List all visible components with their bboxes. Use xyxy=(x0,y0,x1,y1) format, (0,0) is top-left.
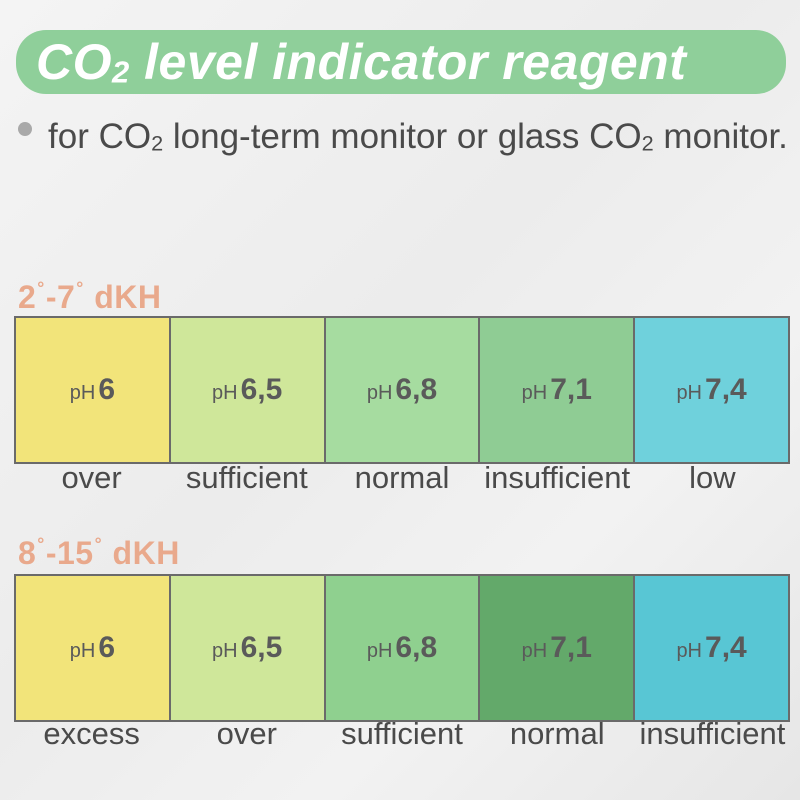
ph-swatch: pH 7,4 xyxy=(635,318,788,462)
status-label: insufficient xyxy=(639,716,786,751)
bullet-icon xyxy=(18,122,32,136)
status-label: sufficient xyxy=(341,716,463,751)
range-label-2-7-dkh: 2°-7° dKH xyxy=(18,278,162,316)
status-label: excess xyxy=(43,716,140,751)
status-label: over xyxy=(216,716,277,751)
status-label: insufficient xyxy=(484,460,631,495)
ph-swatch: pH 6,8 xyxy=(325,576,481,720)
color-chart-8-15-dkh: pH 6 pH 6,5 pH 6,8 pH 7,1 pH 7,4 xyxy=(14,574,790,722)
status-label: normal xyxy=(509,716,605,751)
ph-swatch: pH 7,1 xyxy=(480,318,636,462)
ph-swatch: pH 6,5 xyxy=(170,576,326,720)
color-chart-2-7-dkh: pH 6 pH 6,5 pH 6,8 pH 7,1 pH 7,4 xyxy=(14,316,790,464)
status-label: over xyxy=(61,460,122,495)
title-banner xyxy=(16,30,786,94)
ph-swatch: pH 6 xyxy=(16,318,171,462)
ph-swatch: pH 6,8 xyxy=(325,318,481,462)
ph-swatch: pH 6,5 xyxy=(170,318,326,462)
status-labels-8-15-dkh: excess over sufficient normal insufficie… xyxy=(14,716,790,752)
range-label-8-15-dkh: 8°-15° dKH xyxy=(18,534,180,572)
description-text: for CO2 long-term monitor or glass CO2 m… xyxy=(48,117,788,156)
status-labels-2-7-dkh: over sufficient normal insufficient low xyxy=(14,460,790,496)
ph-swatch: pH 7,4 xyxy=(635,576,788,720)
status-label: normal xyxy=(354,460,450,495)
ph-swatch: pH 7,1 xyxy=(480,576,636,720)
page-title: CO2 level indicator reagent xyxy=(36,34,687,90)
ph-swatch: pH 6 xyxy=(16,576,171,720)
status-label: sufficient xyxy=(185,460,308,495)
status-label: low xyxy=(689,460,736,495)
